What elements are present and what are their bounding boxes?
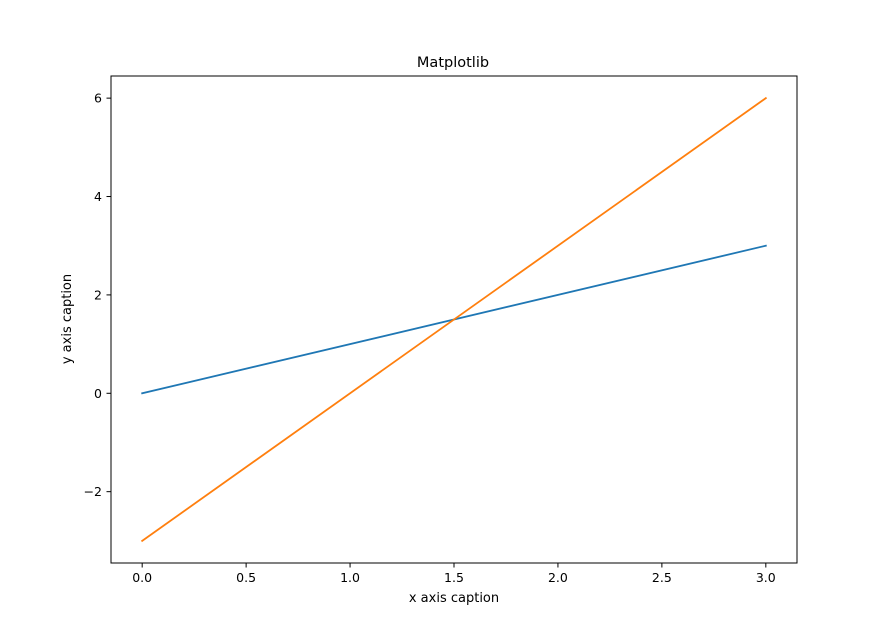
x-tick-label: 1.0 — [340, 570, 360, 585]
y-axis-ticks: −2 0 2 4 6 — [84, 91, 111, 499]
chart-title: Matplotlib — [417, 55, 489, 71]
y-axis-label: y axis caption — [60, 274, 75, 364]
y-tick-label: 2 — [94, 287, 102, 302]
y-tick-label: 0 — [94, 386, 102, 401]
y-tick-label: 4 — [94, 189, 102, 204]
x-axis-label: x axis caption — [409, 591, 499, 606]
x-tick-label: 0.5 — [236, 570, 256, 585]
x-axis-ticks: 0.0 0.5 1.0 1.5 2.0 2.5 3.0 — [132, 563, 776, 585]
x-tick-label: 2.5 — [652, 570, 672, 585]
series-layer — [140, 96, 768, 543]
x-tick-label: 2.0 — [548, 570, 568, 585]
y-tick-label: 6 — [94, 91, 102, 106]
x-tick-label: 3.0 — [756, 570, 776, 585]
x-tick-label: 1.5 — [444, 570, 464, 585]
y-tick-label: −2 — [84, 484, 102, 499]
x-tick-label: 0.0 — [132, 570, 152, 585]
series-line-2 — [140, 96, 768, 543]
